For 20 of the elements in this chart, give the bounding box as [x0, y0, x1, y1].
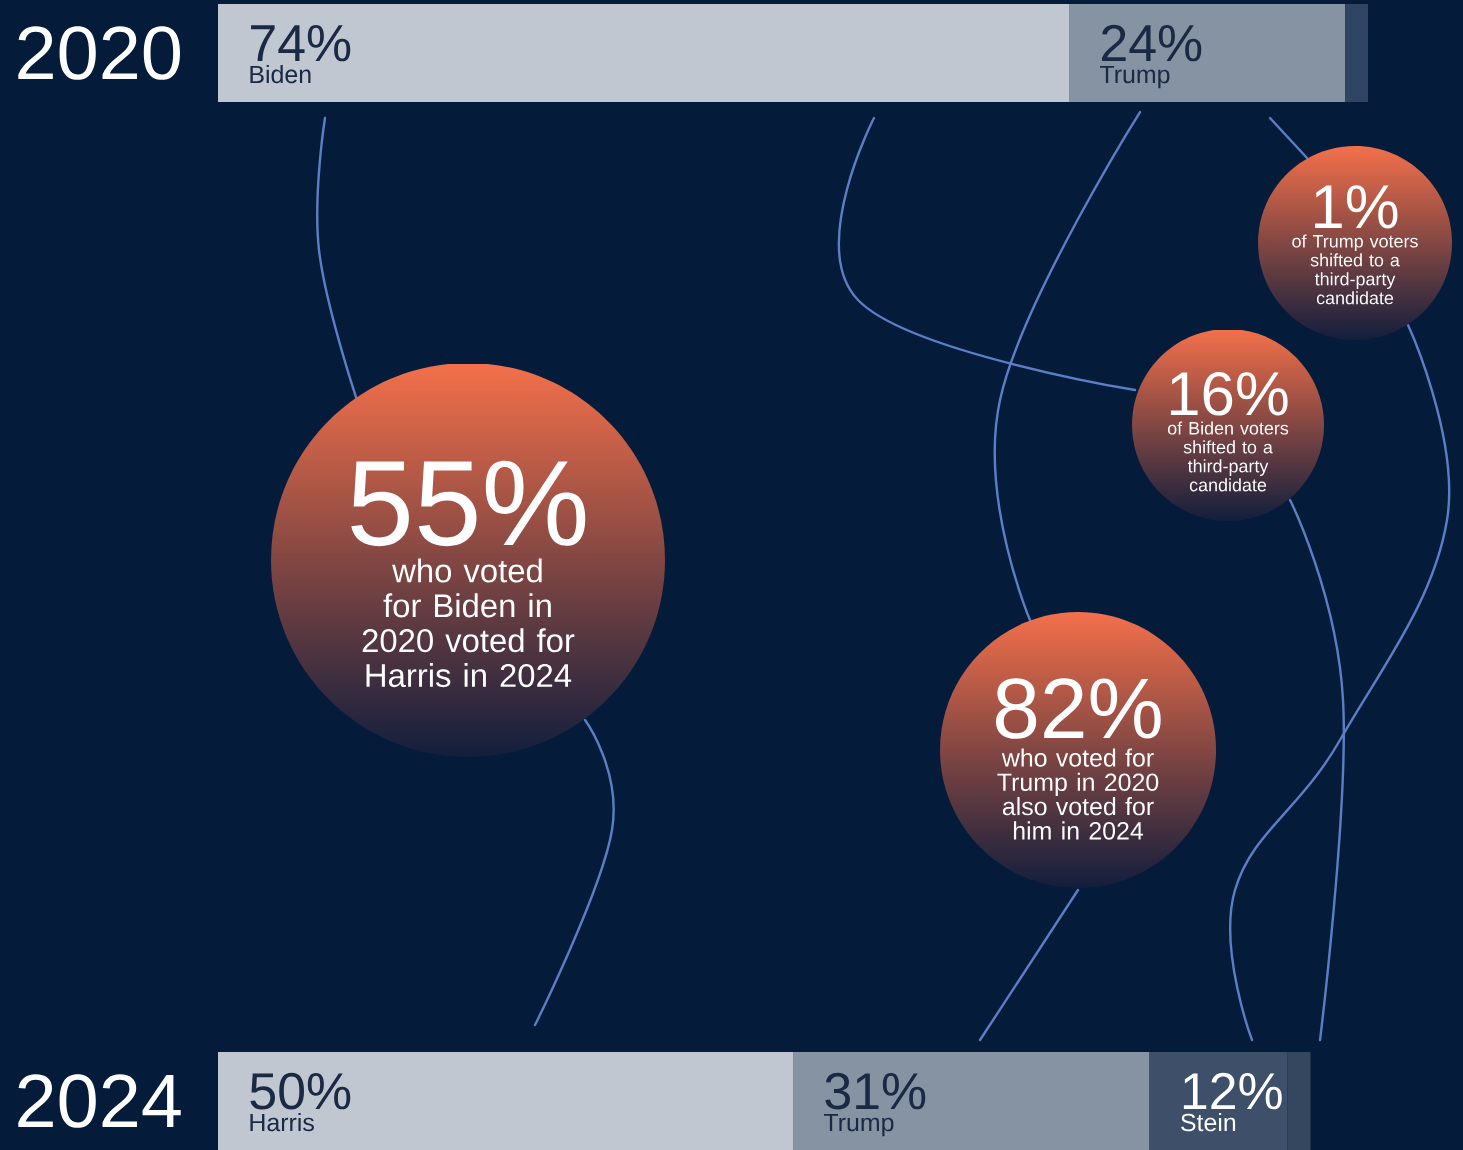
annotation: of Trump voters shifted to a third-party candidate: [1292, 234, 1418, 305]
y-tick-label: 2020: [18, 26, 180, 80]
series-label: Biden: [250, 64, 311, 84]
series-label: Stein: [1181, 1112, 1236, 1132]
data-label: 12%: [1183, 1072, 1282, 1110]
series-label: Harris: [250, 1112, 314, 1132]
annotation: who voted for Biden in 2020 voted for Harris in 2024: [362, 558, 575, 688]
annotation: who voted for Trump in 2020 also voted for him in 2024: [997, 748, 1159, 840]
annotation: 16%: [1170, 371, 1288, 416]
series-label: Trump: [823, 1113, 894, 1137]
data-label: 50%: [250, 1072, 351, 1110]
annotation: 1%: [1315, 185, 1398, 229]
annotation: 82%: [995, 678, 1161, 739]
data-label: 74%: [251, 25, 351, 62]
annotation: of Biden voters shifted to a third-party candidate: [1167, 421, 1289, 492]
data-label: 24%: [1102, 24, 1202, 62]
y-tick-label: 2024: [18, 1074, 181, 1128]
annotation: 55%: [351, 460, 586, 547]
data-label: 31%: [825, 1072, 926, 1110]
series-label: Trump: [1100, 65, 1170, 89]
